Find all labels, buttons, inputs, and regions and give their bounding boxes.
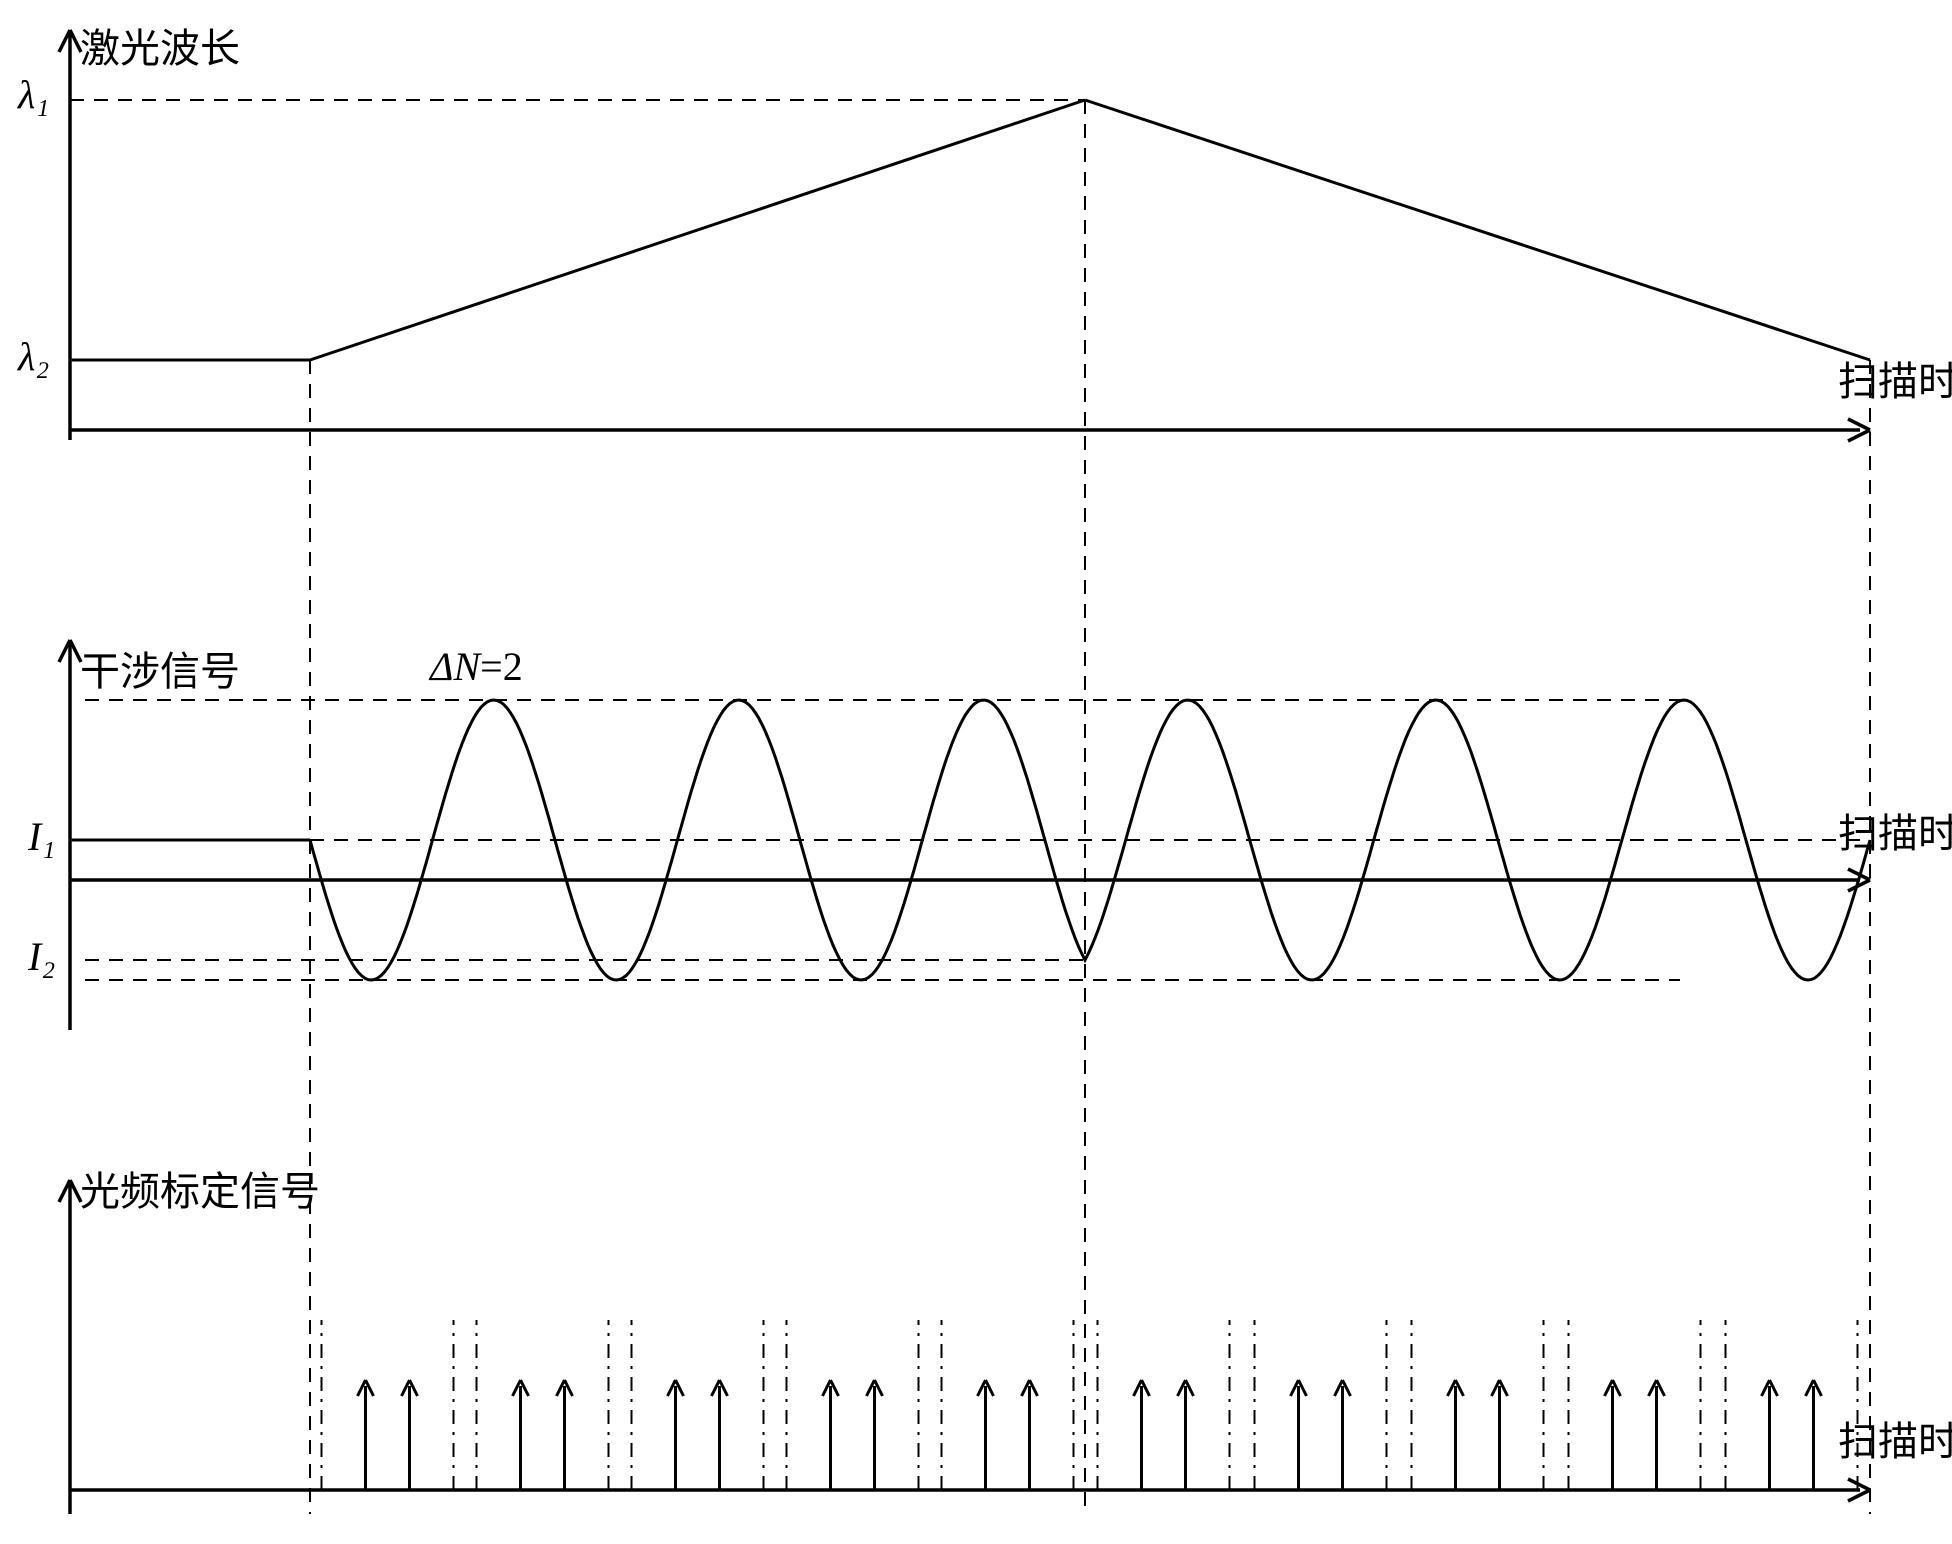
- panel1-title: 激光波长: [80, 26, 240, 71]
- panel3-xlabel: 扫描时间: [1838, 1419, 1952, 1464]
- lambda1-label: λ₁: [17, 72, 49, 117]
- panel2-xlabel: 扫描时间: [1838, 811, 1952, 856]
- lambda2-label: λ₂: [17, 334, 49, 379]
- panel3-title: 光频标定信号: [80, 1169, 320, 1214]
- panel2-title: 干涉信号: [80, 649, 240, 694]
- diagram-root: 激光波长扫描时间λ₁λ₂干涉信号ΔN=2扫描时间I₁I₂光频标定信号扫描时间: [0, 0, 1952, 1544]
- deltaN-label: ΔN=2: [428, 644, 523, 689]
- panel1-xlabel: 扫描时间: [1838, 359, 1952, 404]
- I1-label: I₁: [27, 814, 55, 859]
- I2-label: I₂: [27, 934, 55, 979]
